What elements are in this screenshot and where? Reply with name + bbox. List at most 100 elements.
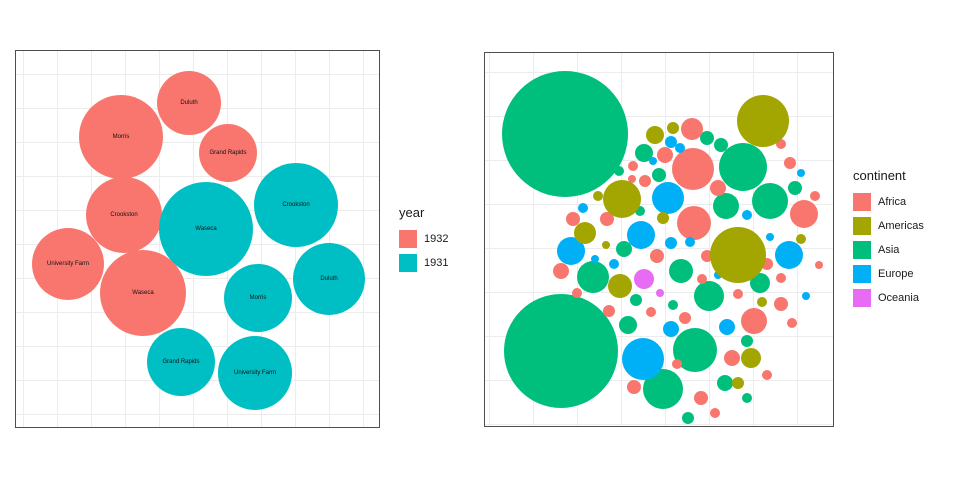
year-legend: year 1932 1931 bbox=[399, 205, 448, 275]
country-bubble bbox=[622, 338, 664, 380]
country-bubble bbox=[694, 391, 708, 405]
country-bubble bbox=[733, 289, 743, 299]
country-bubble bbox=[574, 222, 596, 244]
country-bubble bbox=[766, 233, 774, 241]
continent-bubble-panel bbox=[484, 52, 834, 427]
country-bubble bbox=[681, 118, 703, 140]
bubble-label: Grand Rapids bbox=[209, 150, 247, 156]
country-bubble bbox=[650, 249, 664, 263]
country-bubble bbox=[635, 206, 645, 216]
legend-item-oceania: Oceania bbox=[853, 286, 924, 310]
legend-key-swatch bbox=[853, 193, 871, 211]
legend-label: Asia bbox=[878, 244, 900, 256]
legend-key-swatch bbox=[853, 289, 871, 307]
country-bubble bbox=[710, 408, 720, 418]
country-bubble bbox=[815, 261, 823, 269]
country-bubble bbox=[616, 241, 632, 257]
country-bubble bbox=[752, 183, 788, 219]
bubble-label: Crookston bbox=[282, 202, 310, 208]
country-bubble bbox=[593, 191, 603, 201]
legend-key-swatch bbox=[853, 265, 871, 283]
country-bubble bbox=[742, 210, 752, 220]
barley-bubble-panel: Duluth Morris Grand Rapids Crookston Univers… bbox=[15, 50, 380, 428]
bubble-label: Morris bbox=[112, 134, 130, 140]
country-bubble bbox=[672, 359, 682, 369]
country-bubble bbox=[669, 259, 693, 283]
country-bubble bbox=[742, 393, 752, 403]
continent-legend: continent Africa Americas Asia Europe Oceani… bbox=[853, 168, 924, 310]
country-bubble bbox=[504, 294, 618, 408]
country-bubble bbox=[566, 212, 580, 226]
country-bubble bbox=[741, 335, 753, 347]
country-bubble bbox=[600, 212, 614, 226]
country-bubble bbox=[572, 288, 582, 298]
country-bubble bbox=[776, 273, 786, 283]
legend-key-swatch bbox=[853, 217, 871, 235]
country-bubble bbox=[646, 126, 664, 144]
country-bubble bbox=[790, 200, 818, 228]
site-bubble: Morris bbox=[224, 264, 292, 332]
country-bubble bbox=[591, 255, 599, 263]
legend-label: 1931 bbox=[424, 257, 449, 269]
country-bubble bbox=[677, 206, 711, 240]
country-bubble bbox=[553, 263, 569, 279]
country-bubble bbox=[668, 300, 678, 310]
country-bubble bbox=[810, 191, 820, 201]
site-bubble: Waseca bbox=[100, 250, 186, 336]
site-bubble: Crookston bbox=[86, 177, 162, 253]
legend-item-asia: Asia bbox=[853, 238, 924, 262]
country-bubble bbox=[750, 273, 770, 293]
bubble-label: Crookston bbox=[110, 212, 138, 218]
country-bubble bbox=[672, 148, 714, 190]
country-bubble bbox=[639, 175, 651, 187]
country-bubble bbox=[628, 161, 638, 171]
legend-item-europe: Europe bbox=[853, 262, 924, 286]
legend-key-swatch bbox=[399, 230, 417, 248]
country-bubble bbox=[714, 138, 728, 152]
country-bubble bbox=[685, 237, 695, 247]
country-bubble bbox=[603, 180, 641, 218]
bubble-label: Morris bbox=[249, 295, 267, 301]
legend-label: Oceania bbox=[878, 292, 919, 304]
country-bubble bbox=[656, 289, 664, 297]
site-bubble: Waseca bbox=[159, 182, 253, 276]
legend-item-1931: 1931 bbox=[399, 251, 448, 275]
legend-item-1932: 1932 bbox=[399, 227, 448, 251]
country-bubble bbox=[717, 375, 733, 391]
site-bubble: Crookston bbox=[254, 163, 338, 247]
country-bubble bbox=[700, 131, 714, 145]
country-bubble bbox=[737, 95, 789, 147]
country-bubble bbox=[657, 212, 669, 224]
continent-legend-title: continent bbox=[853, 168, 906, 183]
country-bubble bbox=[741, 308, 767, 334]
legend-label: 1932 bbox=[424, 233, 449, 245]
country-bubble bbox=[757, 297, 767, 307]
legend-key-swatch bbox=[399, 254, 417, 272]
country-bubble bbox=[775, 241, 803, 269]
country-bubble bbox=[578, 203, 588, 213]
country-bubble bbox=[665, 237, 677, 249]
bubble-label: Duluth bbox=[320, 276, 338, 282]
country-bubble bbox=[732, 377, 744, 389]
country-bubble bbox=[787, 318, 797, 328]
country-bubble bbox=[796, 234, 806, 244]
continent-legend-items: Africa Americas Asia Europe Oceania bbox=[853, 190, 924, 310]
country-bubble bbox=[776, 139, 786, 149]
country-bubble bbox=[634, 269, 654, 289]
legend-key-swatch bbox=[853, 241, 871, 259]
country-bubble bbox=[603, 305, 615, 317]
country-bubble bbox=[614, 166, 624, 176]
bubble-label: Grand Rapids bbox=[162, 359, 200, 365]
country-bubble bbox=[667, 122, 679, 134]
country-bubble bbox=[713, 193, 739, 219]
country-bubble bbox=[628, 175, 636, 183]
legend-label: Africa bbox=[878, 196, 907, 208]
country-bubble bbox=[502, 71, 628, 197]
country-bubble bbox=[741, 348, 761, 368]
site-bubble: Morris bbox=[79, 95, 163, 179]
legend-label: Americas bbox=[878, 220, 924, 232]
legend-item-africa: Africa bbox=[853, 190, 924, 214]
site-bubble: Grand Rapids bbox=[199, 124, 257, 182]
country-bubble bbox=[774, 297, 788, 311]
